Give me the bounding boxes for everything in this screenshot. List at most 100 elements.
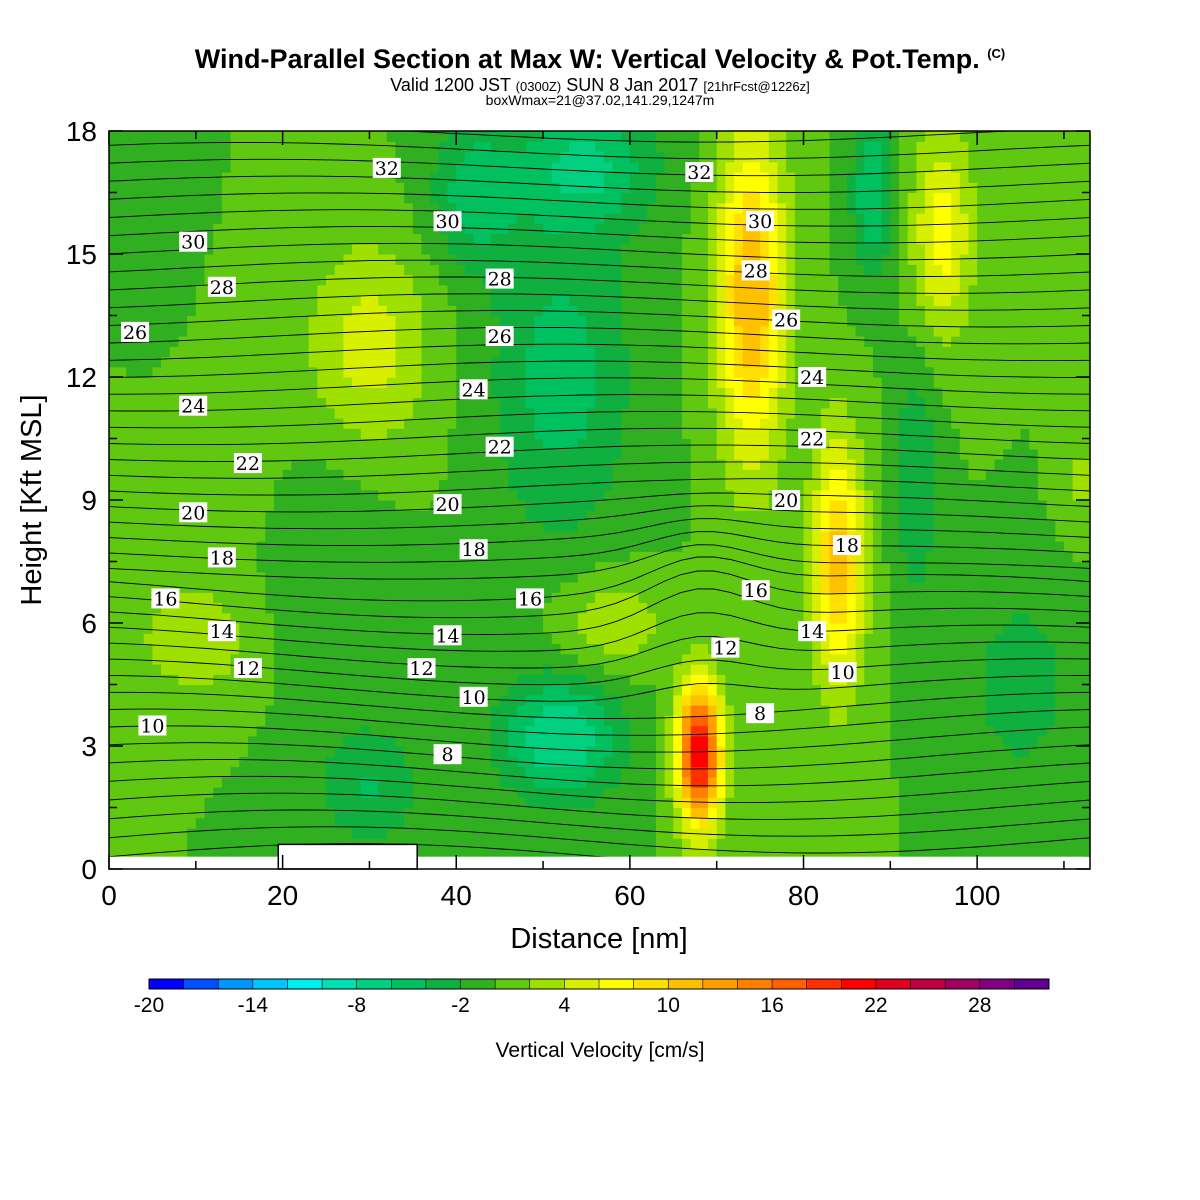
velocity-cell	[881, 551, 891, 563]
velocity-cell	[603, 633, 614, 645]
velocity-cell	[152, 797, 162, 809]
velocity-cell	[551, 653, 562, 665]
velocity-cell	[838, 428, 848, 440]
velocity-cell	[508, 479, 518, 491]
velocity-cell	[343, 725, 353, 737]
velocity-cell	[117, 633, 127, 645]
velocity-cell	[968, 489, 978, 501]
velocity-cell	[1063, 448, 1074, 460]
velocity-cell	[647, 735, 657, 747]
velocity-cell	[551, 448, 562, 460]
velocity-cell	[977, 787, 987, 798]
velocity-cell	[890, 643, 900, 655]
velocity-cell	[925, 653, 935, 665]
velocity-cell	[273, 735, 284, 747]
velocity-cell	[638, 469, 648, 481]
velocity-cell	[265, 520, 275, 532]
velocity-cell	[525, 735, 535, 747]
velocity-cell	[109, 735, 119, 747]
velocity-cell	[942, 725, 952, 737]
velocity-cell	[985, 592, 996, 604]
velocity-cell	[230, 766, 240, 778]
velocity-cell	[395, 664, 405, 675]
velocity-cell	[977, 817, 987, 829]
velocity-cell	[603, 725, 614, 737]
velocity-cell	[994, 776, 1004, 788]
velocity-cell	[395, 674, 405, 686]
velocity-cell	[595, 428, 605, 440]
velocity-cell	[169, 428, 180, 440]
velocity-cell	[786, 592, 796, 604]
velocity-cell	[343, 817, 353, 829]
velocity-cell	[291, 623, 301, 634]
velocity-cell	[742, 623, 753, 634]
velocity-cell	[152, 428, 162, 440]
velocity-cell	[447, 705, 457, 716]
velocity-cell	[751, 602, 761, 614]
velocity-cell	[621, 807, 631, 819]
velocity-cell	[1003, 459, 1013, 470]
velocity-cell	[1029, 428, 1039, 440]
velocity-cell	[204, 459, 214, 470]
velocity-cell	[855, 776, 865, 788]
velocity-cell	[508, 561, 518, 573]
velocity-cell	[838, 510, 848, 522]
velocity-cell	[265, 592, 275, 604]
velocity-cell	[1081, 684, 1090, 696]
velocity-cell	[794, 582, 805, 593]
velocity-cell	[421, 428, 431, 440]
velocity-cell	[143, 643, 154, 655]
velocity-cell	[603, 602, 614, 614]
velocity-cell	[360, 541, 371, 552]
velocity-cell	[317, 612, 327, 624]
velocity-cell	[438, 428, 449, 440]
velocity-cell	[317, 674, 327, 686]
velocity-cell	[438, 828, 449, 839]
velocity-cell	[534, 766, 544, 778]
velocity-cell	[621, 479, 631, 491]
velocity-cell	[308, 715, 318, 727]
velocity-cell	[534, 418, 544, 429]
velocity-cell	[482, 592, 492, 604]
velocity-cell	[317, 797, 327, 809]
velocity-cell	[161, 633, 171, 645]
velocity-cell	[464, 664, 475, 675]
velocity-cell	[855, 715, 865, 727]
velocity-cell	[673, 448, 683, 460]
velocity-cell	[1055, 520, 1065, 532]
velocity-cell	[933, 694, 944, 706]
valid-date: SUN 8 Jan 2017	[566, 75, 699, 95]
velocity-cell	[187, 664, 197, 675]
velocity-cell	[586, 633, 596, 645]
velocity-cell	[195, 541, 206, 552]
velocity-cell	[734, 520, 744, 532]
velocity-cell	[751, 787, 761, 798]
velocity-cell	[864, 746, 874, 757]
velocity-cell	[135, 746, 145, 757]
velocity-cell	[881, 694, 891, 706]
velocity-cell	[1003, 551, 1013, 563]
velocity-cell	[482, 612, 492, 624]
velocity-cell	[803, 715, 813, 727]
velocity-cell	[517, 705, 527, 716]
velocity-cell	[716, 530, 726, 542]
velocity-cell	[1029, 776, 1039, 788]
velocity-cell	[482, 807, 492, 819]
velocity-cell	[734, 530, 744, 542]
velocity-cell	[126, 582, 136, 593]
velocity-cell	[768, 459, 779, 470]
velocity-cell	[1072, 479, 1082, 491]
velocity-cell	[716, 479, 726, 491]
velocity-cell	[221, 838, 232, 850]
velocity-cell	[308, 428, 318, 440]
velocity-cell	[456, 438, 466, 450]
velocity-cell	[786, 807, 796, 819]
velocity-cell	[265, 848, 275, 860]
velocity-cell	[577, 797, 588, 809]
velocity-cell	[517, 561, 527, 573]
velocity-cell	[169, 520, 180, 532]
velocity-cell	[690, 592, 700, 604]
velocity-cell	[517, 725, 527, 737]
velocity-cell	[751, 561, 761, 573]
velocity-cell	[899, 448, 909, 460]
